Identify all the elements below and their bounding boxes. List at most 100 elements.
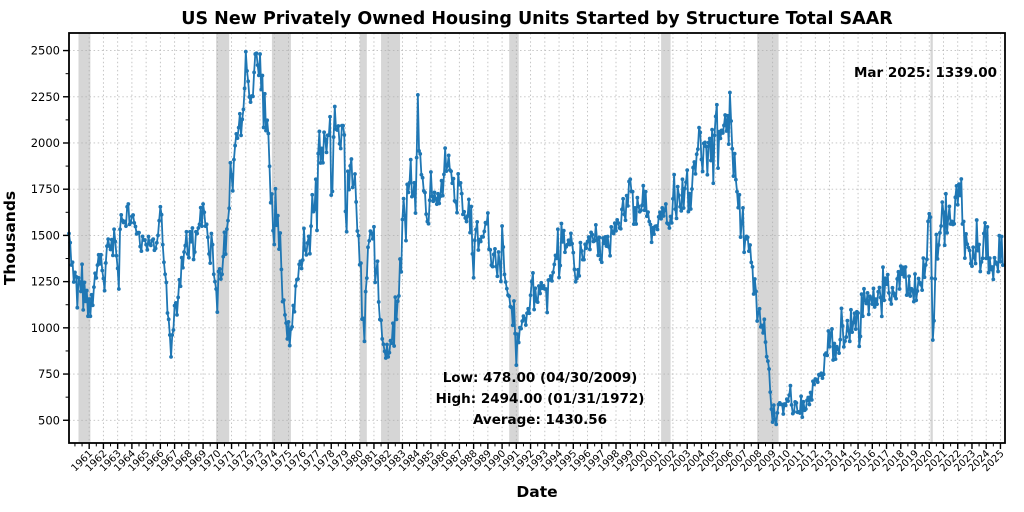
data-point	[139, 249, 144, 254]
data-point	[935, 256, 940, 261]
data-point	[143, 238, 147, 242]
data-point	[735, 189, 739, 194]
data-point	[826, 329, 831, 333]
data-point	[754, 289, 758, 294]
data-point	[659, 216, 663, 221]
data-point	[583, 242, 588, 247]
data-point	[865, 291, 870, 295]
data-point	[916, 276, 921, 281]
data-point	[205, 235, 210, 240]
data-point	[895, 276, 900, 281]
data-point	[90, 303, 95, 308]
data-point	[573, 279, 578, 284]
data-point	[761, 330, 766, 335]
data-point	[750, 264, 755, 269]
data-point	[838, 337, 843, 342]
data-point	[373, 280, 378, 285]
data-point	[287, 343, 292, 348]
data-point	[196, 226, 201, 230]
data-point	[738, 235, 743, 239]
data-point	[967, 248, 972, 253]
data-point	[584, 246, 589, 251]
data-point	[118, 227, 122, 232]
data-point	[947, 204, 952, 209]
x-axis-label: Date	[516, 483, 557, 501]
data-point	[507, 294, 512, 299]
data-point	[609, 225, 614, 229]
data-point	[879, 314, 884, 319]
data-point	[971, 245, 976, 250]
data-point	[765, 359, 770, 364]
data-point	[616, 221, 621, 225]
data-point	[432, 190, 437, 195]
data-point	[80, 262, 84, 267]
data-point	[767, 367, 771, 371]
data-point	[877, 285, 882, 290]
data-point	[737, 192, 742, 197]
y-tick-label: 1750	[31, 182, 60, 196]
data-point	[907, 274, 911, 279]
data-point	[363, 289, 368, 294]
data-point	[173, 300, 178, 305]
data-point	[331, 135, 336, 139]
data-point	[307, 251, 312, 256]
data-point	[233, 143, 238, 148]
data-point	[535, 300, 540, 305]
data-point	[628, 177, 633, 182]
data-point	[762, 317, 767, 322]
grid-lines-group	[69, 33, 1005, 443]
data-point	[676, 193, 681, 198]
data-point	[674, 216, 679, 221]
data-point	[337, 141, 342, 146]
data-point	[555, 227, 560, 232]
data-point	[921, 256, 926, 261]
data-point	[910, 288, 915, 293]
data-point	[527, 311, 532, 316]
data-point	[850, 330, 855, 334]
data-point	[456, 171, 461, 176]
data-point	[386, 354, 391, 359]
data-point	[345, 169, 350, 174]
data-point	[495, 274, 500, 279]
data-point	[398, 257, 402, 261]
data-point	[254, 51, 259, 56]
data-point	[453, 200, 458, 204]
data-point	[878, 295, 883, 300]
data-point	[451, 176, 456, 181]
data-point	[209, 231, 214, 236]
data-point	[560, 239, 565, 244]
data-point	[464, 219, 469, 224]
data-point	[618, 226, 623, 231]
data-point	[159, 212, 164, 217]
data-point	[493, 247, 497, 251]
data-point	[157, 218, 162, 223]
data-point	[306, 234, 311, 239]
data-point	[77, 280, 82, 285]
data-point	[597, 235, 602, 240]
data-point	[465, 214, 470, 218]
data-point	[774, 422, 779, 427]
data-point	[102, 288, 107, 293]
data-point	[987, 256, 992, 261]
data-point	[752, 277, 757, 281]
data-point	[92, 285, 96, 290]
data-point	[119, 212, 124, 217]
data-point	[431, 199, 436, 204]
data-point	[773, 417, 777, 422]
data-point	[192, 250, 197, 254]
data-point	[374, 269, 379, 274]
data-point	[888, 297, 892, 302]
data-point	[553, 253, 558, 258]
data-point	[239, 133, 243, 138]
data-point	[322, 130, 327, 135]
data-point	[923, 263, 928, 267]
data-point	[240, 117, 245, 122]
data-point	[481, 234, 486, 239]
data-point	[445, 164, 450, 168]
data-point	[866, 312, 871, 317]
data-point	[812, 382, 817, 387]
data-point	[832, 341, 837, 346]
data-point	[700, 169, 705, 174]
data-point	[179, 255, 184, 260]
